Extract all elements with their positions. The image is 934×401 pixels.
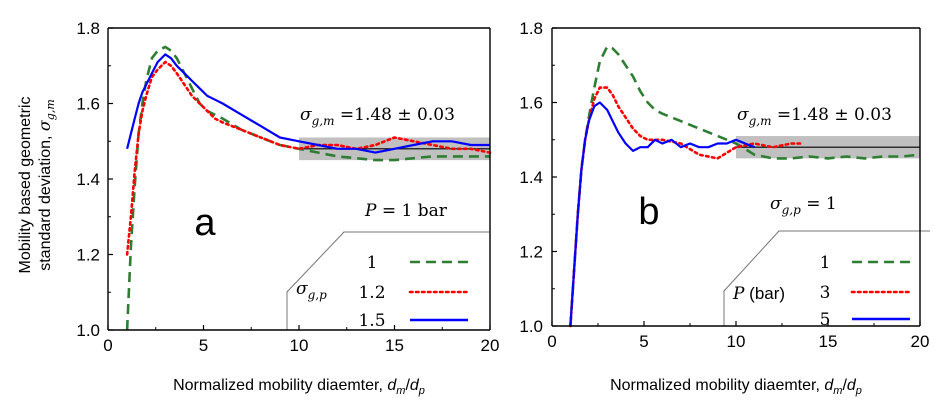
x-tick-label: 20 [911,332,930,351]
y-tick-label: 1.4 [519,168,543,187]
series-line-1.2 [125,60,492,256]
ylabel-line1: Mobility based geometric [17,97,34,274]
x-tick-label: 10 [290,336,309,355]
series-line-5 [569,101,755,327]
ylabel-symbol: σ [35,119,54,131]
y-tick-label: 1.2 [76,246,100,265]
y-tick-label: 1.8 [519,19,543,38]
x-tick-label: 15 [819,332,838,351]
panel-label: b [638,191,659,233]
band-annotation: σg,m =1.48 ± 0.03 [300,105,455,128]
legend-title: σg,p [296,279,327,302]
panel-a: 0 5 10 15 20 1.0 1.2 1.4 1.6 1.8 Normalized mobili… [76,19,499,397]
shared-ylabel: Mobility based geometric standard deviat… [17,97,57,274]
ylabel-sub: g,m [44,99,57,120]
legend-title: P (bar) [732,284,785,304]
svg-text:Mobility based geometric: Mobility based geometric [17,97,34,274]
x-tick-label: 20 [481,336,500,355]
legend-entry-label: 1.2 [358,283,385,303]
condition-label: P = 1 bar [364,201,448,221]
x-tick-label: 15 [385,336,404,355]
ylabel-line2: standard deviation, [37,131,54,271]
panel-label: a [194,202,216,244]
x-axis-label: Normalized mobility diaemter, dm/dp [173,377,425,397]
x-tick-label: 10 [727,332,746,351]
y-tick-label: 1.0 [519,317,543,336]
y-tick-label: 1.6 [519,94,543,113]
x-tick-label: 0 [103,336,112,355]
legend-entry-label: 1.5 [358,311,385,331]
x-tick-label: 0 [547,332,556,351]
x-tick-label: 5 [639,332,648,351]
series-line-1.5 [126,53,490,154]
legend-background [288,233,489,329]
legend-entry-label: 3 [820,283,831,303]
y-tick-label: 1.2 [519,243,543,262]
legend-entry-label: 1 [820,253,831,273]
condition-label: σg,p = 1 [770,194,837,217]
band-annotation: σg,m =1.48 ± 0.03 [737,105,892,128]
legend-entry-label: 1 [367,253,378,273]
x-axis-label: Normalized mobility diaemter, dm/dp [610,377,862,397]
legend-border [723,230,930,326]
legend-background [725,232,929,325]
y-tick-label: 1.6 [76,95,100,114]
y-tick-label: 1.8 [76,19,100,38]
legend-border [286,231,490,330]
y-tick-label: 1.0 [76,321,100,340]
y-tick-label: 1.4 [76,170,100,189]
x-tick-label: 5 [199,336,208,355]
legend-entry-label: 5 [820,310,831,330]
svg-text:standard deviation, σg,m: standard deviation, σg,m [35,99,57,271]
series-line-1 [125,45,490,331]
